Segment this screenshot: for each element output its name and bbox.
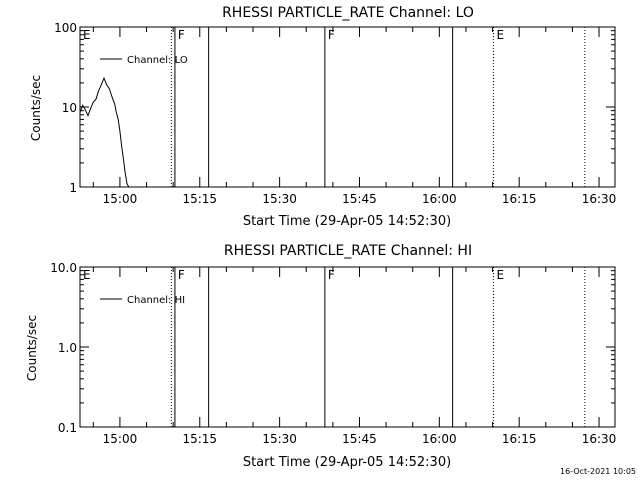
plot-frame xyxy=(79,266,616,428)
plot-frame xyxy=(79,26,616,188)
x-axis-label: Start Time (29-Apr-05 14:52:30) xyxy=(243,214,451,229)
flag-label: F xyxy=(328,28,335,42)
x-tick-label: 15:45 xyxy=(342,192,377,206)
legend-label: Channel: HI xyxy=(127,295,185,306)
x-tick-label: 15:30 xyxy=(262,432,297,446)
x-tick-label: 16:15 xyxy=(502,432,537,446)
flag-label: E xyxy=(83,268,91,282)
flag-label: E xyxy=(496,268,504,282)
x-tick-label: 15:45 xyxy=(342,432,377,446)
flag-label: E xyxy=(83,28,91,42)
y-tick-label: 1.0 xyxy=(58,341,77,355)
legend-label: Channel: LO xyxy=(127,55,188,66)
y-tick-label: 10.0 xyxy=(50,261,77,275)
x-tick-label: 16:30 xyxy=(582,192,617,206)
y-tick-label: 10 xyxy=(62,101,77,115)
x-tick-label: 15:30 xyxy=(262,192,297,206)
x-tick-label: 16:30 xyxy=(582,432,617,446)
y-axis-label: Counts/sec xyxy=(29,75,43,141)
y-tick-label: 1 xyxy=(69,181,77,195)
x-tick-label: 16:15 xyxy=(502,192,537,206)
x-tick-label: 15:15 xyxy=(182,432,217,446)
flag-label: F xyxy=(178,268,185,282)
x-tick-label: 15:00 xyxy=(103,192,138,206)
x-tick-label: 16:00 xyxy=(422,432,457,446)
flag-label: F xyxy=(178,28,185,42)
chart-title: RHESSI PARTICLE_RATE Channel: HI xyxy=(224,243,472,259)
x-tick-label: 15:15 xyxy=(182,192,217,206)
x-tick-label: 15:00 xyxy=(103,432,138,446)
series-line xyxy=(79,76,130,188)
y-axis-label: Counts/sec xyxy=(25,315,39,381)
y-tick-label: 0.1 xyxy=(58,421,77,435)
flag-label: E xyxy=(496,28,504,42)
flag-label: F xyxy=(328,268,335,282)
x-axis-label: Start Time (29-Apr-05 14:52:30) xyxy=(243,455,451,470)
timestamp: 16-Oct-2021 10:05 xyxy=(560,467,636,476)
x-tick-label: 16:00 xyxy=(422,192,457,206)
y-tick-label: 100 xyxy=(54,21,77,35)
chart-title: RHESSI PARTICLE_RATE Channel: LO xyxy=(222,5,474,21)
chart-panel-hi: RHESSI PARTICLE_RATE Channel: HI Counts/… xyxy=(25,243,616,470)
chart-panel-lo: RHESSI PARTICLE_RATE Channel: LO Counts/… xyxy=(29,5,616,229)
